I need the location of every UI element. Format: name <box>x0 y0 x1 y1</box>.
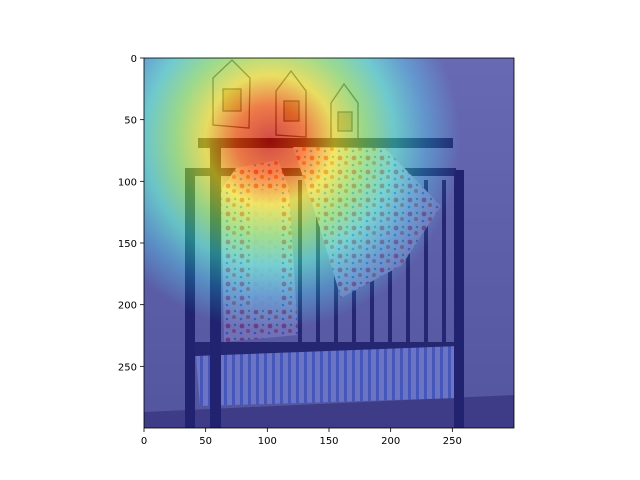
y-tick-label: 0 <box>131 54 137 65</box>
x-tick-label: 100 <box>258 436 277 447</box>
x-tick-label: 250 <box>443 436 462 447</box>
y-axis: 0 50 100 150 200 250 <box>118 54 144 373</box>
x-tick-label: 150 <box>319 436 338 447</box>
x-tick-label: 50 <box>199 436 212 447</box>
y-tick-label: 50 <box>124 116 137 127</box>
x-tick-label: 0 <box>141 436 147 447</box>
y-tick-label: 200 <box>118 301 137 312</box>
y-tick-label: 150 <box>118 239 137 250</box>
y-tick-label: 250 <box>118 362 137 373</box>
heatmap-image <box>144 58 514 428</box>
x-tick-label: 200 <box>381 436 400 447</box>
y-tick-label: 100 <box>118 177 137 188</box>
x-axis: 0 50 100 150 200 250 <box>141 428 462 447</box>
